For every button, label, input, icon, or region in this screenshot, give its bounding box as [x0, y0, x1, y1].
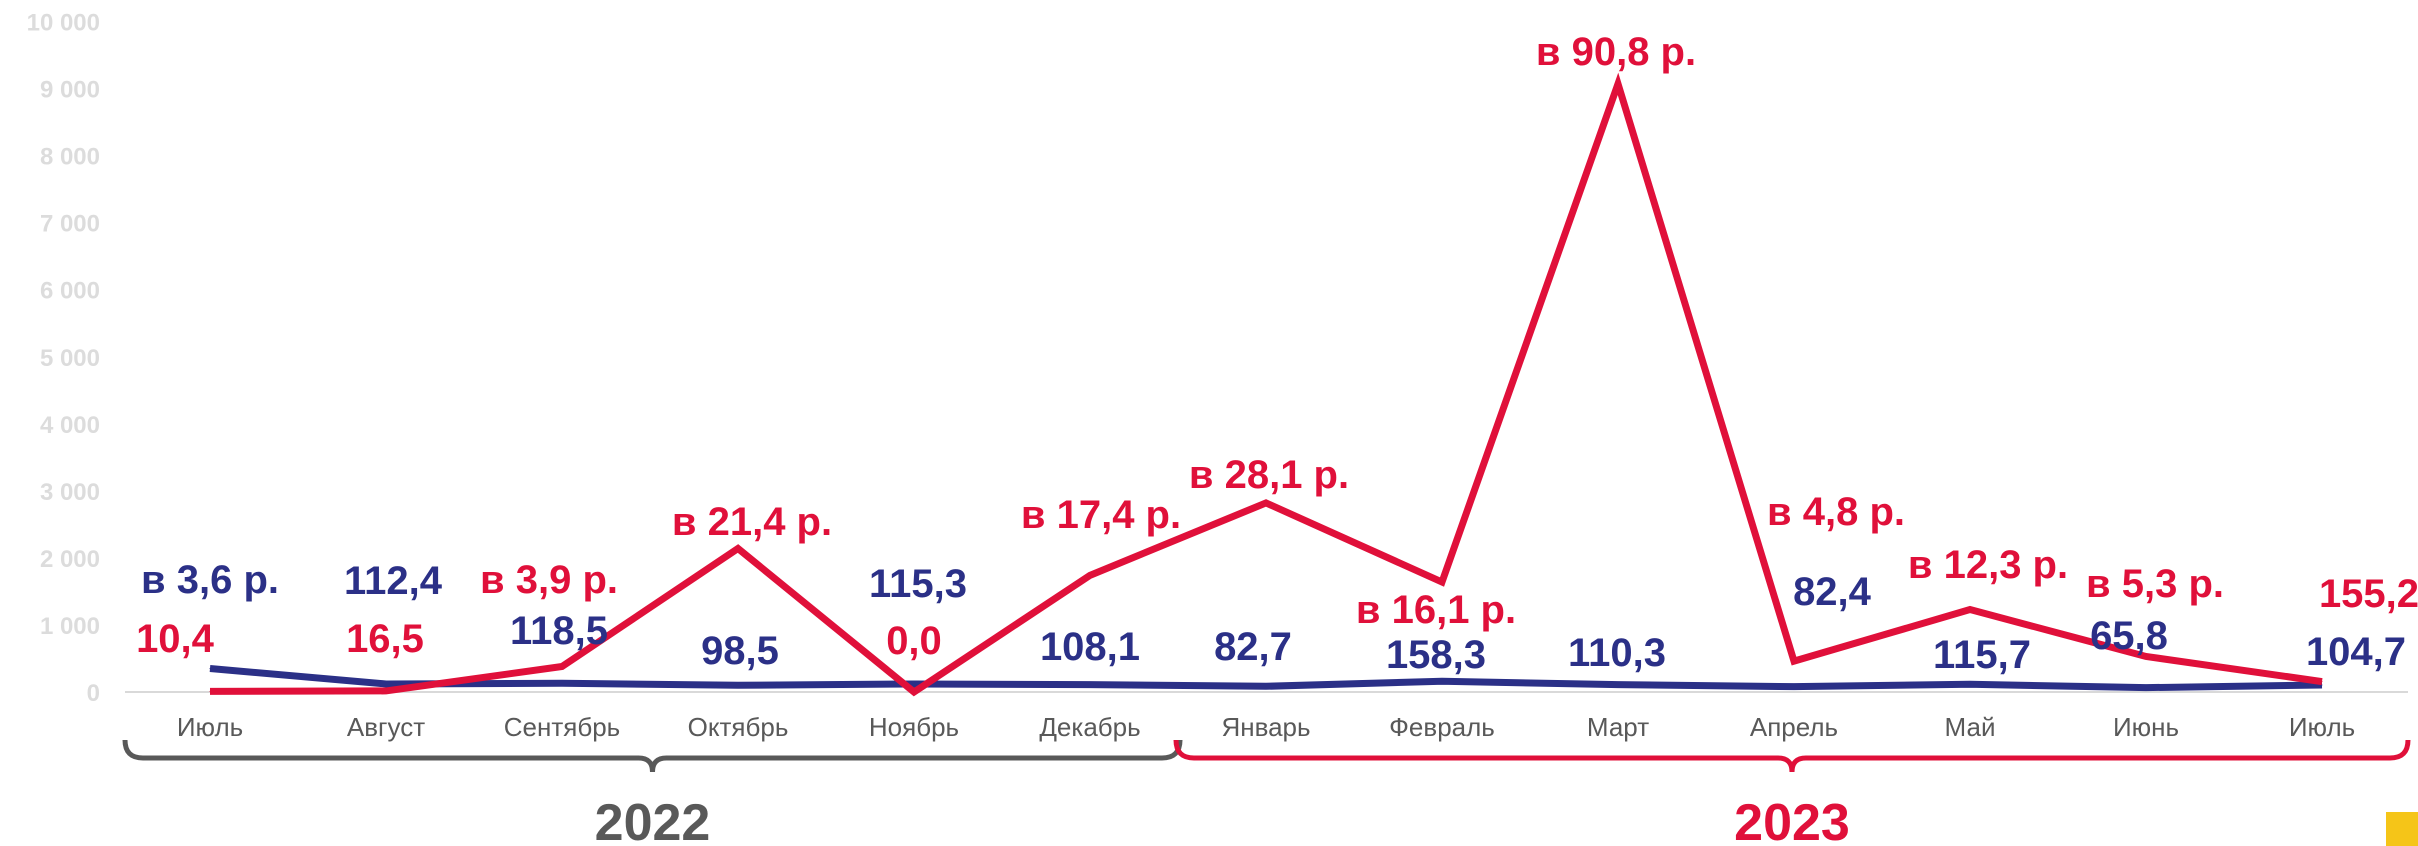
series-1-data-label: в 17,4 р. [1021, 493, 1181, 537]
series-0-data-label: 112,4 [344, 559, 443, 603]
series-1-point [1969, 609, 1971, 611]
series-0-data-label: 115,7 [1933, 633, 2031, 677]
y-axis: 0 1 000 2 000 3 000 4 000 5 000 6 000 7 000 8 00… [27, 10, 100, 708]
series-0-data-label: в 3,6 р. [141, 558, 279, 602]
series-1-data-label: в 90,8 р. [1536, 30, 1696, 74]
series-0-data-label: 118,5 [510, 609, 608, 653]
x-tick-label: Июль [2289, 712, 2355, 742]
series-1-point [913, 691, 915, 693]
series-1-point [2321, 681, 2323, 683]
y-tick-label: 3 000 [40, 479, 100, 506]
series-lines [209, 72, 2323, 697]
y-tick-label: 4 000 [40, 412, 100, 439]
series-1-point [1265, 502, 1267, 504]
series-1-data-label: в 12,3 р. [1908, 543, 2068, 587]
series-0-point [209, 668, 211, 670]
y-tick-label: 1 000 [40, 613, 100, 640]
x-axis: Июль Август Сентябрь Октябрь Ноябрь Декабрь Ян… [177, 712, 2355, 742]
series-0-point [1617, 684, 1619, 686]
x-tick-label: Март [1587, 712, 1649, 742]
x-tick-label: Июнь [2113, 712, 2179, 742]
series-0-point [913, 683, 915, 685]
series-0-point [1793, 686, 1795, 688]
series-1-point [1793, 660, 1795, 662]
series-0-data-label: 82,7 [1214, 625, 1292, 669]
series-0-point [1089, 684, 1091, 686]
year-label: 2023 [1734, 794, 1850, 846]
year-label: 2022 [595, 794, 711, 846]
series-1-data-label: в 28,1 р. [1189, 453, 1349, 497]
x-tick-label: Апрель [1750, 712, 1838, 742]
series-0-data-label: 110,3 [1568, 631, 1666, 675]
y-tick-label: 7 000 [40, 211, 100, 238]
series-1-point [209, 690, 211, 692]
series-0-point [1441, 680, 1443, 682]
series-0-data-label: 115,3 [869, 562, 967, 606]
series-0-data-label: 108,1 [1040, 625, 1140, 669]
series-0-point [1265, 685, 1267, 687]
series-1-data-label: в 5,3 р. [2086, 562, 2224, 606]
data-labels: в 3,6 р. 112,4 118,5 98,5 115,3 108,1 82,7 158,… [136, 30, 2418, 677]
series-1-point [385, 690, 387, 692]
series-0-point [1969, 683, 1971, 685]
series-1-point [1441, 581, 1443, 583]
y-tick-label: 6 000 [40, 278, 100, 305]
x-tick-label: Октябрь [688, 712, 789, 742]
series-1-data-label: 10,4 [136, 617, 215, 661]
series-0-data-label: 98,5 [701, 629, 779, 673]
series-1-point [561, 666, 563, 668]
y-tick-label: 9 000 [40, 77, 100, 104]
series-0-data-label: 82,4 [1793, 570, 1872, 614]
series-1-data-label: в 3,9 р. [480, 558, 618, 602]
series-1-point [737, 548, 739, 550]
series-1-point [1089, 574, 1091, 576]
series-1-data-label: в 16,1 р. [1356, 588, 1516, 632]
y-tick-label: 2 000 [40, 546, 100, 573]
series-0-data-label: 158,3 [1386, 633, 1486, 677]
x-tick-label: Июль [177, 712, 243, 742]
x-tick-label: Май [1945, 712, 1996, 742]
year-brace [122, 739, 1183, 773]
x-tick-label: Февраль [1389, 712, 1495, 742]
series-0-point [385, 683, 387, 685]
x-tick-label: Ноябрь [869, 712, 959, 742]
series-1-data-label: в 21,4 р. [672, 500, 832, 544]
x-tick-label: Сентябрь [504, 712, 620, 742]
x-tick-label: Декабрь [1039, 712, 1140, 742]
series-0-point [2145, 687, 2147, 689]
x-tick-label: Январь [1221, 712, 1310, 742]
corner-square [2386, 812, 2418, 846]
series-1-data-label: в 4,8 р. [1767, 490, 1905, 534]
series-1-data-label: 0,0 [886, 619, 942, 663]
series-1-point [2145, 655, 2147, 657]
year-groups: 2022 2023 [122, 739, 2411, 846]
series-1-point [1617, 83, 1619, 85]
y-tick-label: 8 000 [40, 144, 100, 171]
x-tick-label: Август [347, 712, 425, 742]
series-0-point [561, 682, 563, 684]
series-0-point [737, 684, 739, 686]
year-brace [1173, 739, 2411, 773]
y-tick-label: 0 [87, 680, 100, 707]
series-1-data-label: 16,5 [346, 617, 424, 661]
series-1-data-label: 155,2 [2319, 572, 2418, 616]
y-tick-label: 5 000 [40, 345, 100, 372]
series-0-data-label: 65,8 [2090, 614, 2168, 658]
series-0-data-label: 104,7 [2306, 630, 2406, 674]
y-tick-label: 10 000 [27, 10, 100, 37]
series-0-point [2321, 684, 2323, 686]
